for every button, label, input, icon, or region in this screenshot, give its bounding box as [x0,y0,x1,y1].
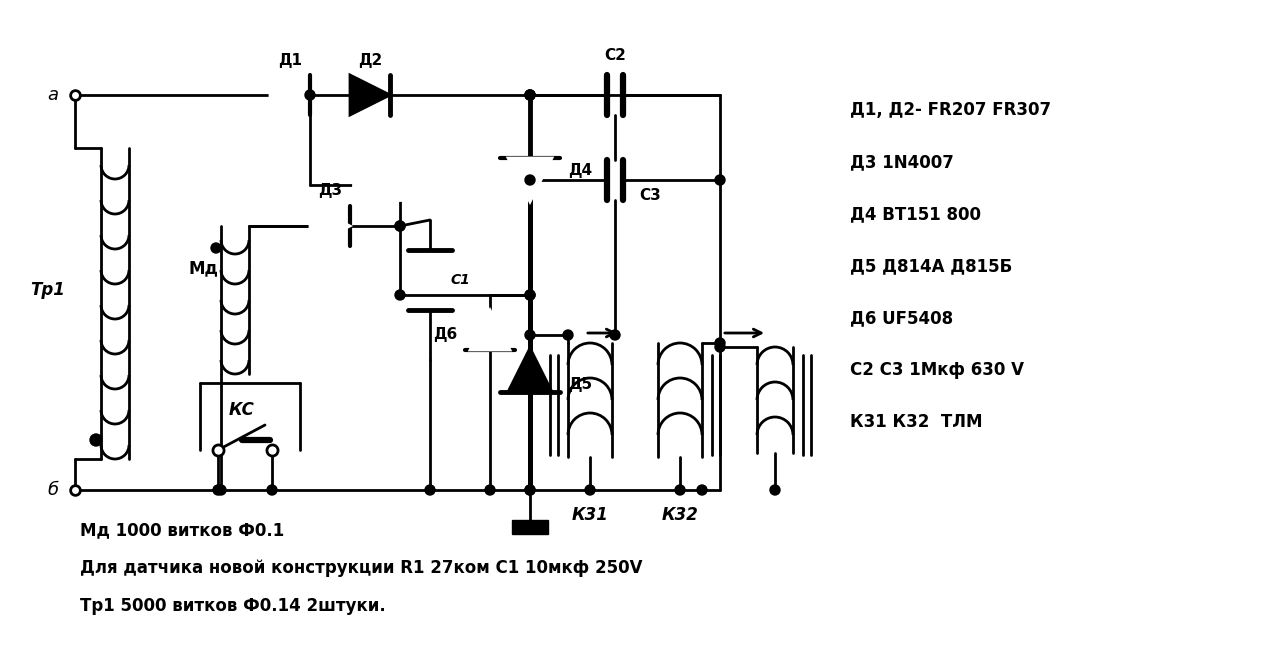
Text: КС: КС [230,401,255,419]
Text: Д6 UF5408: Д6 UF5408 [850,309,954,327]
Circle shape [585,485,595,495]
Text: Д4: Д4 [567,163,592,177]
Circle shape [525,90,536,100]
Polygon shape [351,75,390,115]
Text: C1: C1 [450,273,470,287]
Text: Д5 Д814А Д815Б: Д5 Д814А Д815Б [850,257,1012,275]
Bar [513,520,548,534]
Circle shape [305,90,315,100]
Text: Д1, Д2- FR207 FR307: Д1, Д2- FR207 FR307 [850,101,1051,119]
Circle shape [215,485,226,495]
Text: R*1: R*1 [376,178,404,192]
Circle shape [525,90,536,100]
Circle shape [525,485,536,495]
Polygon shape [507,348,552,392]
Text: Д3 1N4007: Д3 1N4007 [850,153,954,171]
Text: Д6: Д6 [434,328,458,342]
Polygon shape [470,310,510,350]
Circle shape [395,221,405,231]
Polygon shape [310,206,351,246]
Text: Д1: Д1 [278,52,302,68]
Text: Д2: Д2 [358,52,382,68]
Text: б: б [47,481,59,499]
Circle shape [525,330,536,340]
Circle shape [213,485,223,495]
Text: Для датчика новой конструкции R1 27ком C1 10мкф 250V: Для датчика новой конструкции R1 27ком C… [80,559,643,577]
Circle shape [525,485,536,495]
Circle shape [674,485,685,495]
Circle shape [525,90,536,100]
Text: Д5: Д5 [567,377,592,393]
Text: С3: С3 [639,188,660,203]
Circle shape [770,485,780,495]
Text: Мд 1000 витков Ф0.1: Мд 1000 витков Ф0.1 [80,521,284,539]
Polygon shape [507,158,552,202]
Circle shape [425,485,435,495]
Circle shape [210,243,221,253]
Text: Мд: Мд [187,259,218,277]
Text: Д4 ВТ151 800: Д4 ВТ151 800 [850,205,980,223]
Circle shape [395,221,405,231]
Polygon shape [270,75,310,115]
Circle shape [525,290,536,300]
Text: а: а [47,86,59,104]
Text: К31: К31 [571,506,608,524]
Circle shape [564,330,572,340]
Circle shape [697,485,708,495]
Text: К32: К32 [662,506,699,524]
Text: С2 С3 1Мкф 630 V: С2 С3 1Мкф 630 V [850,361,1024,379]
Text: С2: С2 [604,48,626,63]
Text: Тр1: Тр1 [31,281,65,299]
Circle shape [609,330,620,340]
Circle shape [715,175,725,185]
Circle shape [715,342,725,352]
Text: К31 К32  ТЛМ: К31 К32 ТЛМ [850,413,983,431]
Text: Тр1 5000 витков Ф0.14 2штуки.: Тр1 5000 витков Ф0.14 2штуки. [80,597,386,615]
Circle shape [715,338,725,348]
Circle shape [525,290,536,300]
Circle shape [525,175,536,185]
Text: Д3: Д3 [317,183,342,199]
Circle shape [395,290,405,300]
Bar [353,170,428,200]
Circle shape [91,434,102,446]
Circle shape [266,485,277,495]
Circle shape [484,485,495,495]
